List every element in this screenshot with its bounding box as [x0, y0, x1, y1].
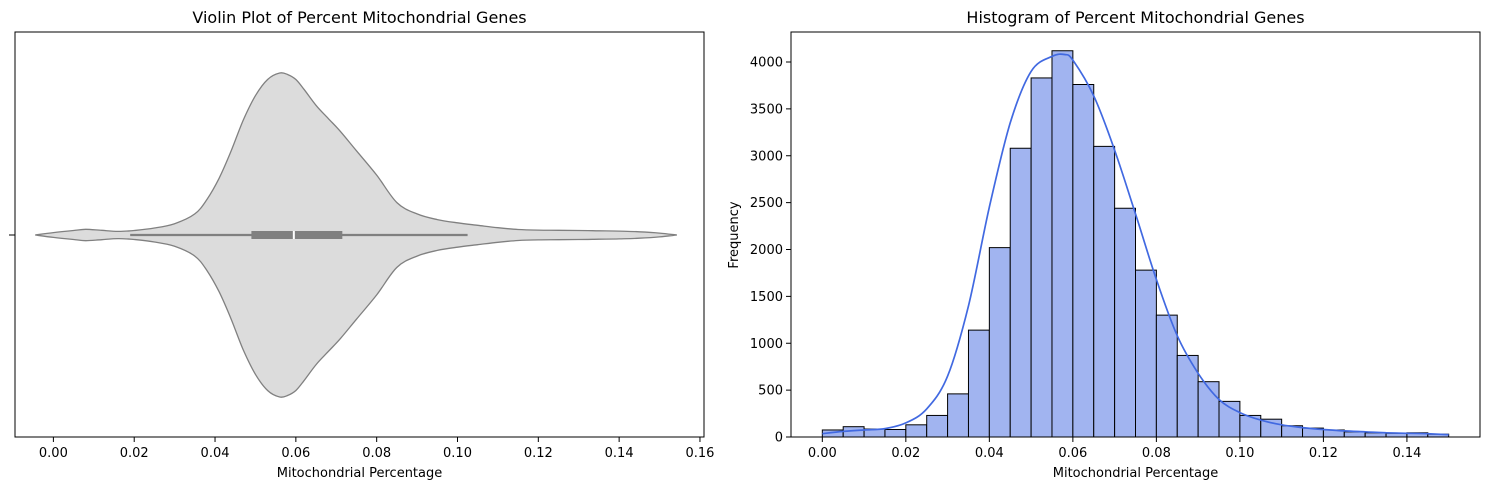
histogram-y-tick-label: 4000: [750, 56, 783, 71]
violin-x-tick-label: 0.14: [605, 446, 634, 461]
violin-x-tick-label: 0.16: [685, 446, 714, 461]
histogram-x-tick-label: 0.02: [891, 446, 920, 461]
histogram-bar: [1114, 207, 1137, 438]
violin-iqr-box: [251, 231, 343, 239]
histogram-bar: [947, 393, 969, 438]
violin-x-tick-label: 0.06: [281, 446, 310, 461]
histogram-title: Histogram of Percent Mitochondrial Genes: [966, 8, 1304, 27]
histogram-y-tick-label: 2000: [750, 243, 783, 258]
violin-panel: Violin Plot of Percent Mitochondrial Gen…: [9, 8, 714, 481]
histogram-x-tick-label: 0.04: [975, 446, 1004, 461]
violin-x-tick-label: 0.10: [443, 446, 472, 461]
histogram-bar: [1197, 381, 1220, 438]
histogram-panel: Histogram of Percent Mitochondrial Genes…: [727, 8, 1481, 481]
histogram-bar: [1155, 314, 1178, 438]
histogram-y-tick-label: 0: [775, 431, 783, 446]
histogram-y-tick-label: 2500: [750, 196, 783, 211]
histogram-bar: [1030, 77, 1053, 438]
histogram-y-tick-label: 3500: [750, 102, 783, 117]
violin-x-tick-label: 0.04: [201, 446, 230, 461]
histogram-x-tick-label: 0.06: [1058, 446, 1087, 461]
histogram-y-tick-label: 500: [758, 384, 783, 399]
histogram-x-tick-label: 0.08: [1142, 446, 1171, 461]
histogram-y-tick-label: 1500: [750, 290, 783, 305]
violin-x-tick-label: 0.08: [362, 446, 391, 461]
histogram-bar: [1072, 84, 1095, 438]
histogram-bar: [1051, 50, 1074, 438]
histogram-bar: [1093, 145, 1116, 438]
violin-x-tick-label: 0.00: [39, 446, 68, 461]
violin-x-axis-label: Mitochondrial Percentage: [277, 466, 443, 481]
violin-x-tick-label: 0.02: [120, 446, 149, 461]
histogram-y-axis-label: Frequency: [727, 201, 742, 268]
histogram-bar: [905, 424, 928, 438]
histogram-x-ticks: 0.00 0.02 0.04 0.06 0.08 0.10 0.12 0.14: [808, 437, 1421, 461]
histogram-bar: [1343, 431, 1366, 438]
violin-marks: [35, 72, 677, 398]
histogram-bar: [967, 329, 990, 438]
histogram-plot-frame: [790, 31, 1481, 438]
histogram-bar: [926, 414, 949, 438]
histogram-bars: [821, 50, 1450, 438]
histogram-y-ticks: 0 500 1000 1500 2000 2500 3000 3500 4000: [750, 56, 791, 446]
violin-title: Violin Plot of Percent Mitochondrial Gen…: [192, 8, 526, 27]
histogram-x-tick-label: 0.00: [808, 446, 837, 461]
histogram-x-tick-label: 0.14: [1392, 446, 1421, 461]
histogram-y-tick-label: 3000: [750, 149, 783, 164]
violin-x-ticks: 0.00 0.02 0.04 0.06 0.08 0.10 0.12 0.14 0.16: [39, 437, 714, 461]
histogram-kde-line: [822, 53, 1449, 436]
histogram-bar: [884, 429, 907, 438]
histogram-y-tick-label: 1000: [750, 337, 783, 352]
histogram-x-axis-label: Mitochondrial Percentage: [1053, 466, 1219, 481]
histogram-x-tick-label: 0.12: [1309, 446, 1338, 461]
histogram-x-tick-label: 0.10: [1225, 446, 1254, 461]
histogram-bar: [1009, 147, 1032, 438]
histogram-bar: [988, 247, 1011, 438]
histogram-bar: [1135, 269, 1157, 438]
violin-x-tick-label: 0.12: [524, 446, 553, 461]
